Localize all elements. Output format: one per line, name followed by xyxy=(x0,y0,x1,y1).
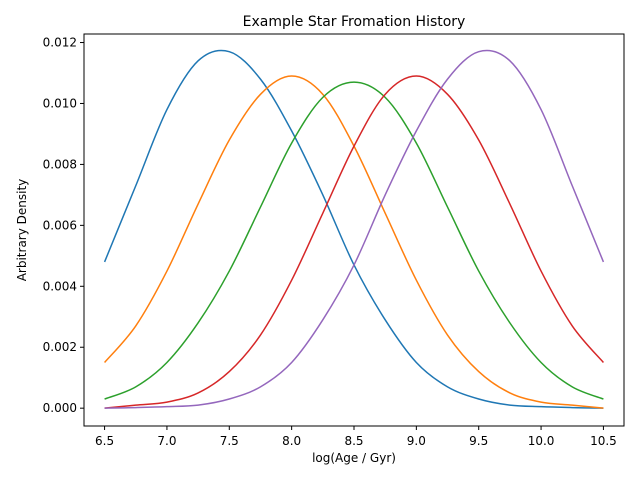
x-tick-label: 8.0 xyxy=(282,434,301,448)
series-line-5 xyxy=(104,49,605,409)
x-tick-label: 9.5 xyxy=(469,434,488,448)
series-line-4 xyxy=(104,75,604,409)
x-tick-label: 10.5 xyxy=(590,434,617,448)
x-tick-label: 10.0 xyxy=(528,434,555,448)
series-layer xyxy=(103,49,605,409)
chart-title: Example Star Fromation History xyxy=(243,14,466,30)
x-axis-label: log(Age / Gyr) xyxy=(312,451,396,465)
series-line-3 xyxy=(104,81,604,400)
y-tick-label: 0.010 xyxy=(43,96,77,110)
x-axis: 6.5 7.0 7.5 8.0 8.5 9.0 9.5 10.0 10.5 xyxy=(95,426,617,448)
y-tick-label: 0.004 xyxy=(43,279,77,293)
plot-frame xyxy=(83,33,625,427)
y-tick-label: 0.000 xyxy=(43,401,77,415)
y-tick-label: 0.012 xyxy=(43,36,77,50)
y-tick-label: 0.008 xyxy=(43,157,77,171)
x-tick-label: 7.5 xyxy=(220,434,239,448)
series-line-1 xyxy=(103,49,604,409)
y-axis: 0.000 0.002 0.004 0.006 0.008 0.010 0.012 xyxy=(43,36,84,415)
x-tick-label: 6.5 xyxy=(95,434,114,448)
y-tick-label: 0.006 xyxy=(43,218,77,232)
series-line-2 xyxy=(104,75,604,409)
x-tick-label: 8.5 xyxy=(344,434,363,448)
y-tick-label: 0.002 xyxy=(43,340,77,354)
x-tick-label: 7.0 xyxy=(157,434,176,448)
x-tick-label: 9.0 xyxy=(407,434,426,448)
y-axis-label: Arbitrary Density xyxy=(15,179,29,282)
